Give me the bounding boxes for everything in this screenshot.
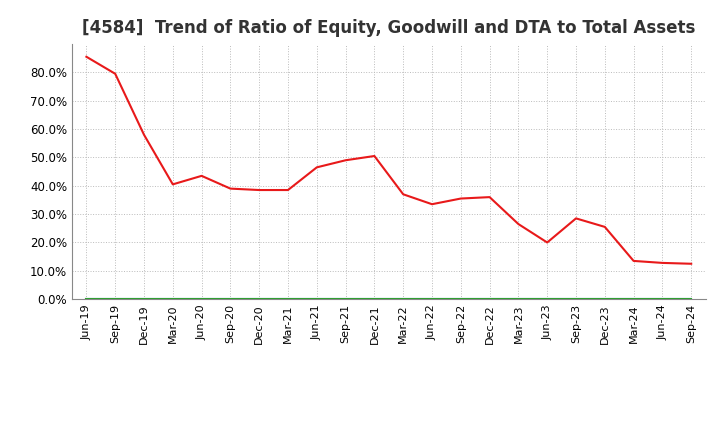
Goodwill <box>543 297 552 302</box>
Deferred Tax Assets <box>140 297 148 302</box>
Title: [4584]  Trend of Ratio of Equity, Goodwill and DTA to Total Assets: [4584] Trend of Ratio of Equity, Goodwil… <box>82 19 696 37</box>
Equity <box>658 260 667 266</box>
Equity <box>600 224 609 230</box>
Goodwill <box>140 297 148 302</box>
Deferred Tax Assets <box>168 297 177 302</box>
Goodwill <box>197 297 206 302</box>
Equity <box>543 240 552 245</box>
Deferred Tax Assets <box>428 297 436 302</box>
Goodwill <box>514 297 523 302</box>
Deferred Tax Assets <box>687 297 696 302</box>
Deferred Tax Assets <box>312 297 321 302</box>
Deferred Tax Assets <box>226 297 235 302</box>
Goodwill <box>82 297 91 302</box>
Equity <box>428 202 436 207</box>
Goodwill <box>399 297 408 302</box>
Deferred Tax Assets <box>399 297 408 302</box>
Goodwill <box>658 297 667 302</box>
Equity <box>111 71 120 77</box>
Equity <box>197 173 206 179</box>
Deferred Tax Assets <box>111 297 120 302</box>
Deferred Tax Assets <box>284 297 292 302</box>
Goodwill <box>168 297 177 302</box>
Equity <box>485 194 494 200</box>
Equity <box>687 261 696 266</box>
Deferred Tax Assets <box>456 297 465 302</box>
Goodwill <box>255 297 264 302</box>
Equity <box>168 182 177 187</box>
Goodwill <box>284 297 292 302</box>
Equity <box>140 132 148 137</box>
Goodwill <box>370 297 379 302</box>
Equity <box>226 186 235 191</box>
Deferred Tax Assets <box>255 297 264 302</box>
Deferred Tax Assets <box>543 297 552 302</box>
Equity <box>370 154 379 159</box>
Goodwill <box>485 297 494 302</box>
Equity <box>399 192 408 197</box>
Goodwill <box>111 297 120 302</box>
Equity <box>514 221 523 227</box>
Deferred Tax Assets <box>485 297 494 302</box>
Goodwill <box>629 297 638 302</box>
Goodwill <box>428 297 436 302</box>
Deferred Tax Assets <box>82 297 91 302</box>
Equity <box>82 54 91 59</box>
Deferred Tax Assets <box>600 297 609 302</box>
Equity <box>572 216 580 221</box>
Goodwill <box>456 297 465 302</box>
Equity <box>456 196 465 201</box>
Line: Equity: Equity <box>86 57 691 264</box>
Goodwill <box>687 297 696 302</box>
Deferred Tax Assets <box>341 297 350 302</box>
Equity <box>312 165 321 170</box>
Legend: Equity, Goodwill, Deferred Tax Assets: Equity, Goodwill, Deferred Tax Assets <box>175 439 603 440</box>
Deferred Tax Assets <box>629 297 638 302</box>
Equity <box>255 187 264 193</box>
Goodwill <box>572 297 580 302</box>
Goodwill <box>226 297 235 302</box>
Deferred Tax Assets <box>514 297 523 302</box>
Equity <box>284 187 292 193</box>
Deferred Tax Assets <box>658 297 667 302</box>
Goodwill <box>312 297 321 302</box>
Deferred Tax Assets <box>370 297 379 302</box>
Goodwill <box>341 297 350 302</box>
Deferred Tax Assets <box>572 297 580 302</box>
Deferred Tax Assets <box>197 297 206 302</box>
Equity <box>341 158 350 163</box>
Equity <box>629 258 638 264</box>
Goodwill <box>600 297 609 302</box>
